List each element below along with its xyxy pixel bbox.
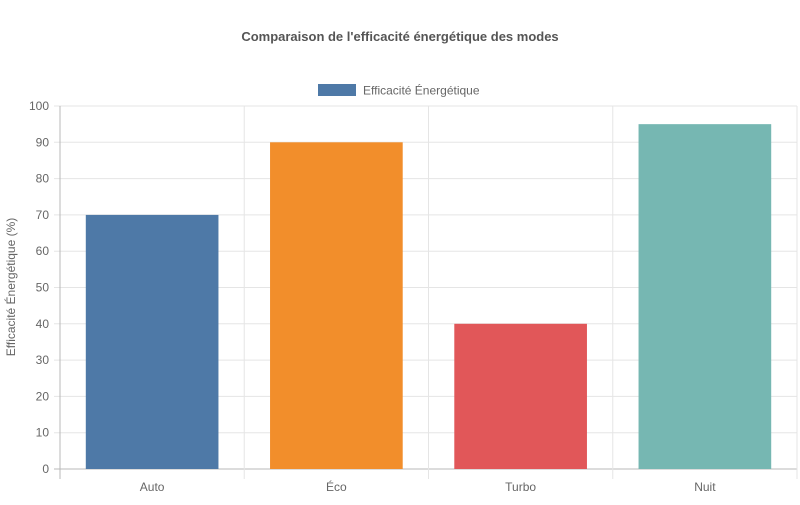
x-axis-ticks: Auto Éco Turbo Nuit: [140, 479, 716, 494]
y-tick-label: 20: [36, 389, 50, 403]
y-tick-label: 10: [36, 426, 50, 440]
y-tick-label: 50: [36, 281, 50, 295]
y-tick-label: 100: [29, 99, 49, 113]
y-tick-label: 60: [36, 244, 50, 258]
bar[interactable]: [270, 142, 403, 470]
legend[interactable]: Efficacité Énergétique: [318, 83, 480, 98]
y-tick-label: 80: [36, 172, 50, 186]
y-tick-label: 30: [36, 353, 50, 367]
bar[interactable]: [454, 323, 587, 469]
y-tick-label: 0: [42, 462, 49, 476]
x-tick-label: Turbo: [505, 480, 536, 494]
y-tick-label: 70: [36, 208, 50, 222]
legend-swatch: [318, 84, 356, 96]
legend-label: Efficacité Énergétique: [363, 83, 480, 98]
bar[interactable]: [85, 214, 219, 469]
y-tick-label: 40: [36, 317, 50, 331]
bar[interactable]: [638, 124, 772, 470]
bars: [85, 124, 772, 470]
x-tick-label: Nuit: [694, 480, 716, 494]
y-tick-label: 90: [36, 135, 50, 149]
y-axis-title: Efficacité Énergétique (%): [3, 218, 18, 357]
x-tick-label: Éco: [326, 479, 347, 494]
x-tick-label: Auto: [140, 480, 165, 494]
chart-title: Comparaison de l'efficacité énergétique …: [241, 29, 558, 44]
y-axis-ticks: 0 10 20 30 40 50 60 70 80 90 100: [29, 99, 49, 476]
